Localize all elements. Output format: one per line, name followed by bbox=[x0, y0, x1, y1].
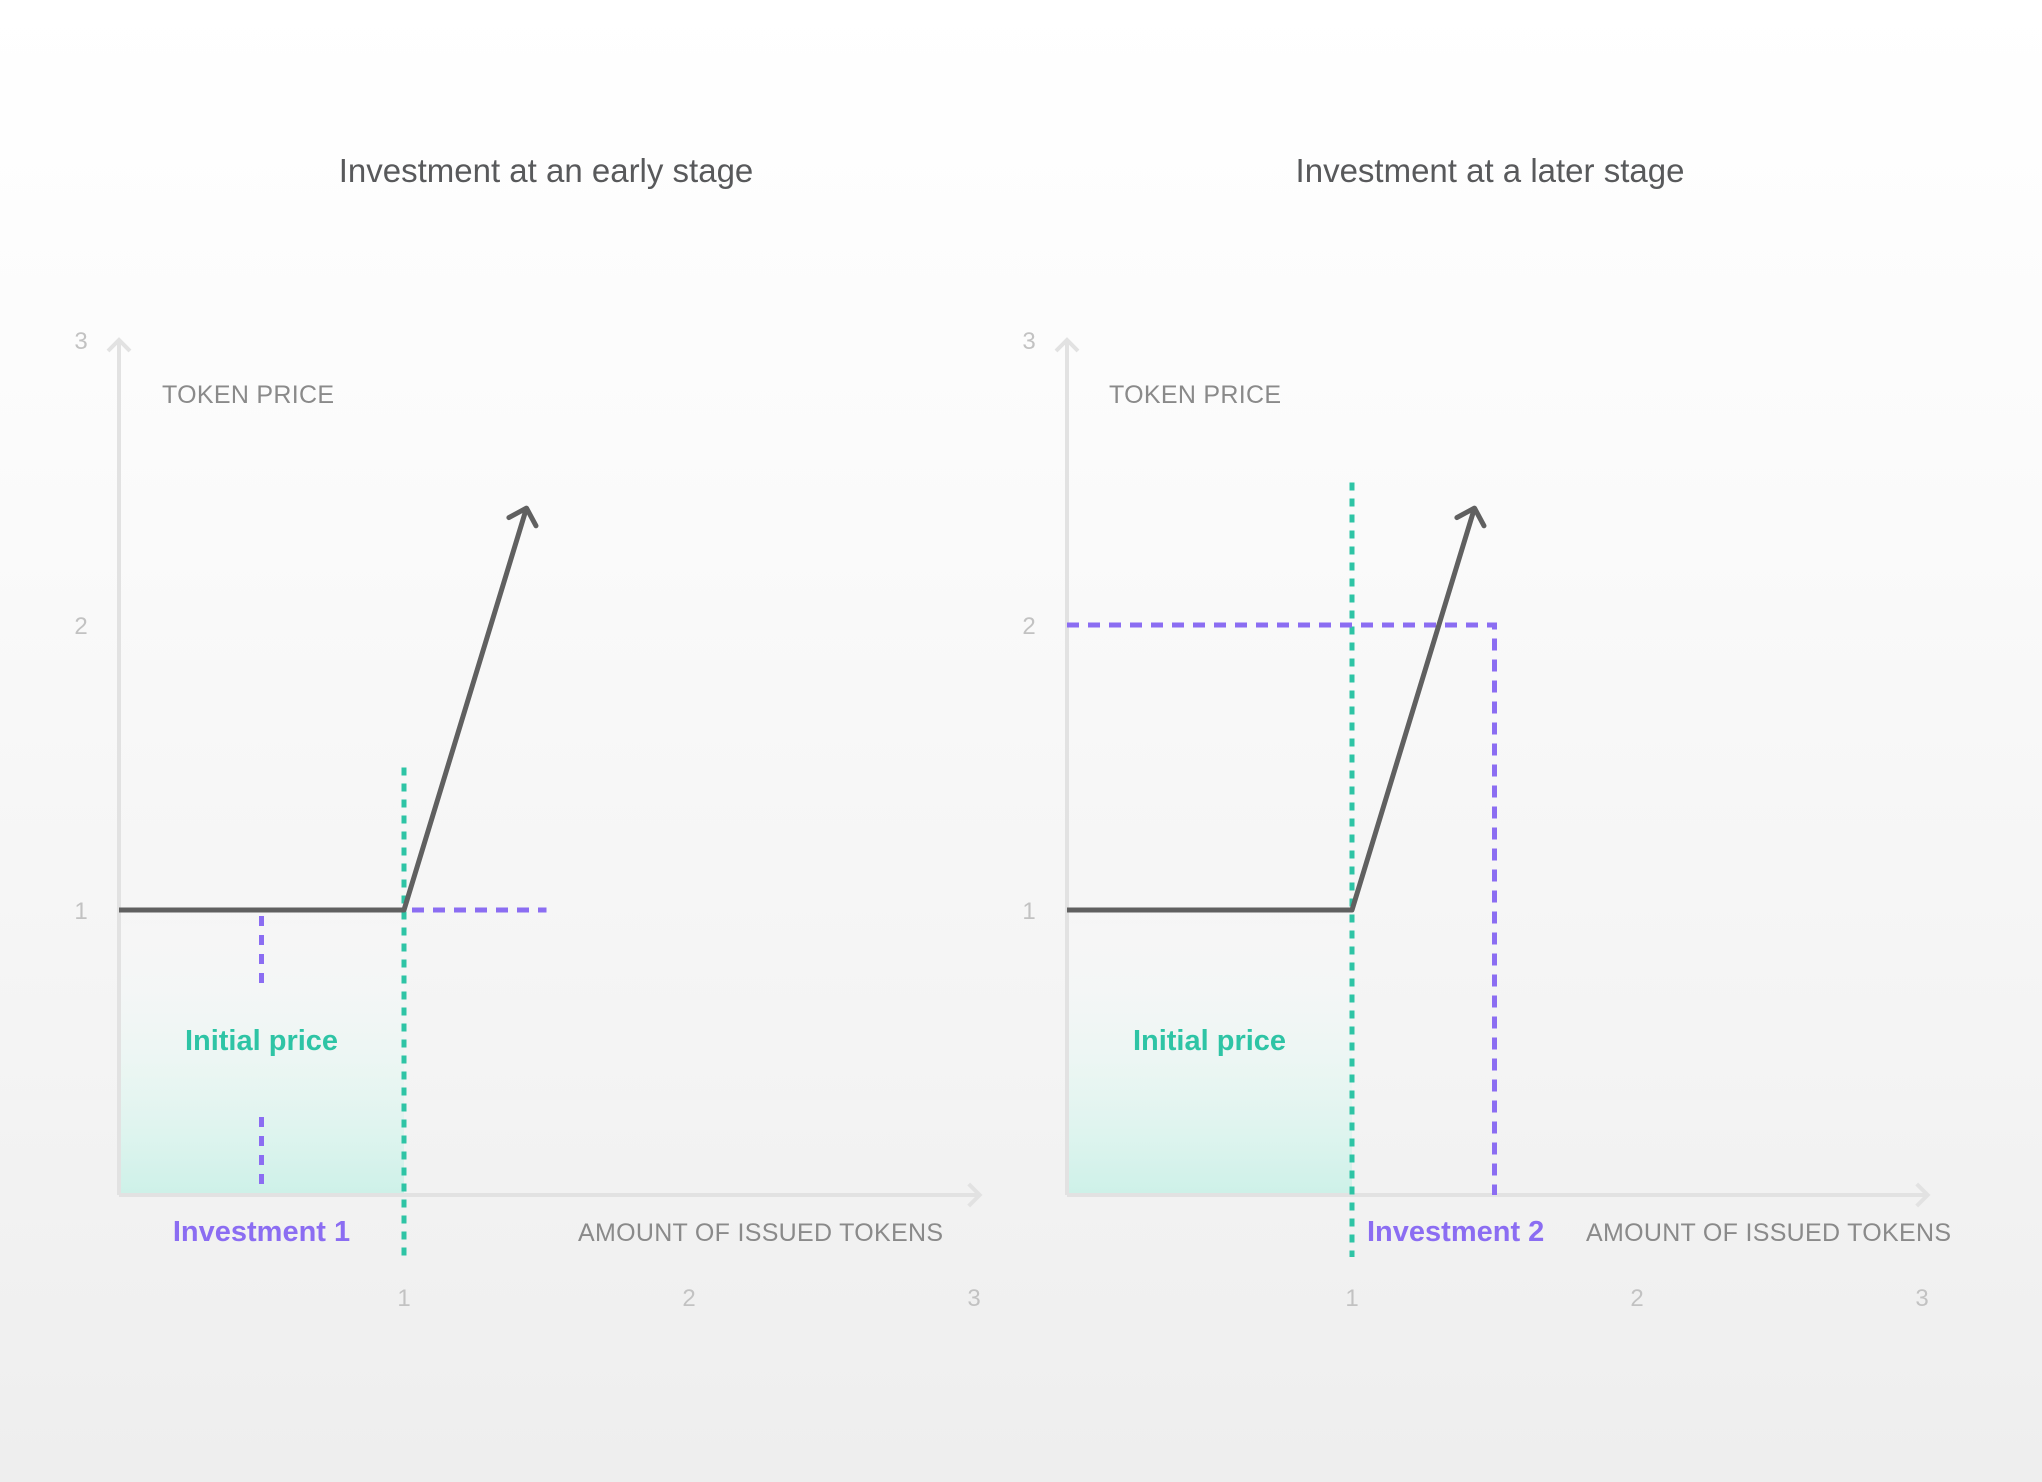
y-tick-label: 3 bbox=[1022, 328, 1035, 355]
y-tick-label: 2 bbox=[74, 613, 87, 640]
x-tick-labels: 1 2 3 bbox=[397, 1285, 980, 1312]
curve-arrow-icon bbox=[506, 505, 539, 529]
y-axis-label: TOKEN PRICE bbox=[1109, 381, 1281, 409]
price-curve bbox=[119, 507, 529, 913]
x-tick-label: 1 bbox=[1345, 1285, 1358, 1312]
x-tick-label: 2 bbox=[682, 1285, 695, 1312]
investment-label: Investment 2 bbox=[1367, 1216, 1544, 1248]
initial-price-label: Initial price bbox=[185, 1025, 338, 1057]
price-curve bbox=[1067, 507, 1477, 913]
initial-price-area bbox=[1067, 910, 1352, 1195]
y-tick-label: 3 bbox=[74, 328, 87, 355]
curve-arrow-icon bbox=[1454, 505, 1487, 529]
y-tick-labels: 1 2 3 bbox=[1022, 328, 1035, 925]
y-tick-label: 2 bbox=[1022, 613, 1035, 640]
y-tick-labels: 1 2 3 bbox=[74, 328, 87, 925]
x-axis-arrow-icon bbox=[967, 1182, 983, 1208]
initial-price-label: Initial price bbox=[1133, 1025, 1286, 1057]
x-axis-label: AMOUNT OF ISSUED TOKENS bbox=[578, 1219, 943, 1247]
x-tick-label: 3 bbox=[967, 1285, 980, 1312]
chart-title: Investment at a later stage bbox=[1296, 152, 1685, 189]
purple-dashed-guide bbox=[1067, 622, 1497, 1195]
y-tick-label: 1 bbox=[74, 898, 87, 925]
chart-early-stage: Investment at an early stage TOKEN PRICE… bbox=[74, 152, 983, 1312]
y-axis-arrow-icon bbox=[106, 337, 132, 353]
chart-title: Investment at an early stage bbox=[339, 152, 754, 189]
investment-label: Investment 1 bbox=[173, 1216, 350, 1248]
chart-later-stage: Investment at a later stage TOKEN PRICE … bbox=[1022, 152, 1951, 1312]
x-axis-label: AMOUNT OF ISSUED TOKENS bbox=[1586, 1219, 1951, 1247]
y-tick-label: 1 bbox=[1022, 898, 1035, 925]
y-axis-arrow-icon bbox=[1054, 337, 1080, 353]
x-tick-label: 2 bbox=[1630, 1285, 1643, 1312]
x-tick-label: 3 bbox=[1915, 1285, 1928, 1312]
x-axis-arrow-icon bbox=[1915, 1182, 1931, 1208]
x-tick-label: 1 bbox=[397, 1285, 410, 1312]
x-tick-labels: 1 2 3 bbox=[1345, 1285, 1928, 1312]
y-axis-label: TOKEN PRICE bbox=[162, 381, 334, 409]
